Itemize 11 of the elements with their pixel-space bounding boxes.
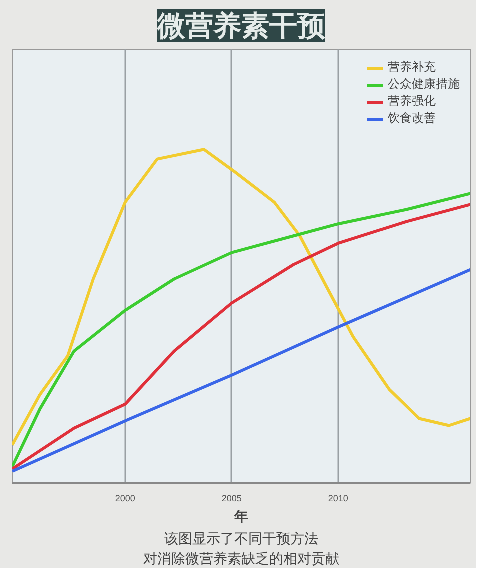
x-tick-label: 2010: [328, 494, 348, 504]
x-axis-title: 年: [234, 510, 248, 526]
text: 该图显示了不同干预方法: [164, 532, 318, 548]
x-tick-label: 2000: [115, 494, 136, 504]
legend-label: 营养补充: [388, 59, 436, 76]
legend-label: 公众健康措施: [388, 76, 460, 93]
legend-label: 营养强化: [388, 93, 436, 110]
chart-title: 微营养素干预: [156, 10, 326, 42]
text: 对消除微营养素缺乏的相对贡献: [144, 552, 340, 568]
x-tick-label: 2005: [222, 494, 242, 504]
legend-label: 饮食改善: [388, 110, 436, 127]
